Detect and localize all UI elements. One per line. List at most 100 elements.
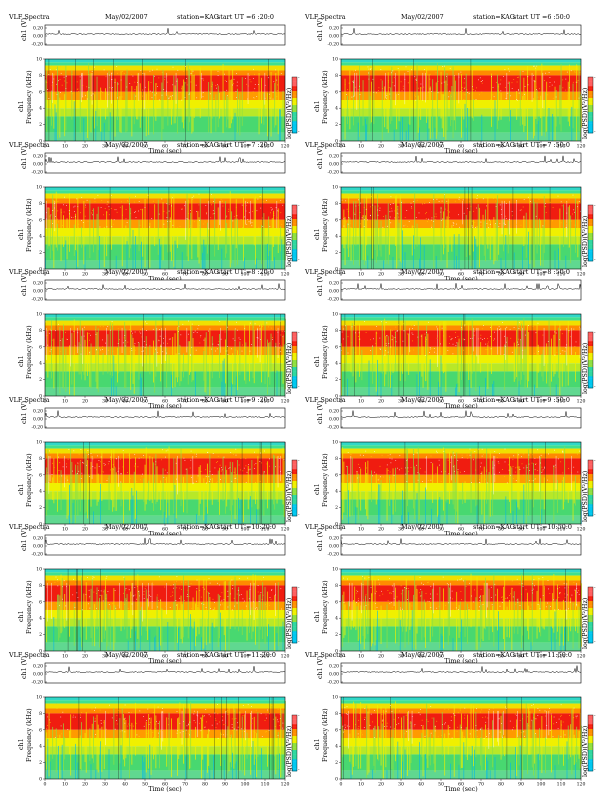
spectrogram-speckle: [135, 722, 137, 724]
spectrogram-speckle: [540, 454, 542, 456]
spectrogram-streak: [180, 354, 182, 382]
colorbar-segment: [588, 346, 593, 349]
colorbar-segment: [588, 334, 593, 337]
spectrogram-streak: [456, 452, 458, 512]
spectrogram-speckle: [565, 609, 567, 611]
spectrogram-streak: [470, 192, 472, 266]
spectrogram-speckle: [155, 727, 156, 729]
spectrogram-band: [341, 457, 581, 475]
spectrogram-streak: [209, 453, 211, 501]
spectrogram-speckle: [224, 73, 225, 75]
spectrogram-speckle: [544, 710, 546, 711]
spectrogram-streak: [97, 473, 99, 502]
spectrogram-xtick-label: 30: [102, 526, 108, 532]
spectrogram-streak: [129, 452, 130, 510]
spectrogram-streak: [234, 466, 236, 519]
spectrogram-streak: [464, 314, 466, 396]
colorbar-segment: [588, 485, 593, 488]
spectrogram-speckle: [46, 586, 48, 588]
spectrogram-speckle: [512, 465, 514, 467]
spectrogram-speckle: [357, 591, 359, 592]
spectrogram-speckle: [55, 69, 57, 71]
spectrogram-streak: [211, 336, 213, 379]
spectrogram-streak: [234, 576, 236, 630]
spectrogram-speckle: [211, 724, 213, 726]
spectrogram-speckle: [392, 196, 394, 198]
spectrogram-speckle: [531, 704, 533, 706]
spectrogram-speckle: [523, 198, 525, 200]
spectrogram-speckle: [374, 450, 375, 452]
spectrogram-streak: [515, 746, 516, 779]
spectrogram-streak: [494, 455, 496, 482]
spectrogram-speckle: [473, 601, 475, 603]
spectrogram-speckle: [492, 87, 494, 88]
spectrogram-streak: [162, 467, 164, 518]
spectrogram-ytick-label: 2: [39, 122, 42, 128]
spectrogram-speckle: [560, 609, 561, 610]
spectrogram-streak: [107, 334, 109, 374]
spectrogram-streak: [71, 461, 73, 522]
spectrogram-speckle: [282, 334, 284, 336]
spectrogram-streak: [47, 207, 49, 249]
spectrogram-speckle: [74, 210, 75, 212]
spectrogram-speckle: [164, 586, 166, 588]
spectrogram-streak: [189, 703, 190, 769]
spectrogram-speckle: [256, 209, 258, 211]
spectrogram-xtick-label: 70: [478, 654, 484, 660]
spectrogram-speckle: [276, 216, 278, 218]
spectrogram-speckle: [471, 220, 473, 221]
spectrogram-xtick-label: 70: [182, 144, 188, 150]
spectrogram-speckle: [357, 733, 359, 734]
spectrogram-streak: [84, 339, 86, 381]
waveform-trace: [340, 538, 582, 546]
spectrogram-streak: [350, 609, 352, 630]
spectrogram-xtick-label: 40: [418, 399, 424, 405]
spectrogram-speckle: [269, 605, 270, 606]
spectrogram-band: [45, 75, 285, 92]
spectrogram-speckle: [576, 604, 577, 606]
spectrogram-streak: [525, 702, 527, 755]
spectrogram-speckle: [499, 329, 500, 330]
spectrogram-ylabel-prefix: ch1: [18, 100, 25, 112]
spectrogram-speckle: [501, 196, 503, 197]
spectrogram-streak: [541, 63, 543, 136]
spectrogram-streak: [125, 719, 127, 758]
spectrogram-speckle: [462, 338, 464, 340]
spectrogram-streak: [398, 222, 400, 258]
spectrogram-speckle: [446, 583, 448, 585]
spectrogram-streak: [537, 576, 539, 628]
spectrogram-speckle: [106, 211, 108, 213]
spectrogram-speckle: [85, 594, 87, 596]
spectrogram-streak: [395, 72, 396, 106]
spectrogram-speckle: [458, 69, 459, 71]
spectrogram-speckle: [78, 470, 80, 472]
spectrogram-xtick-label: 30: [398, 399, 404, 405]
spectrogram-speckle: [107, 326, 109, 327]
spectrogram-speckle: [394, 337, 396, 338]
spectrogram-speckle: [545, 211, 547, 213]
spectrogram-streak: [207, 222, 208, 254]
spectrogram-speckle: [370, 339, 371, 341]
spectrogram-streak: [63, 722, 64, 771]
spectrogram-speckle: [78, 453, 80, 455]
spectrogram-speckle: [143, 454, 144, 456]
spectrogram-speckle: [92, 578, 94, 580]
spectrogram-speckle: [471, 225, 473, 226]
spectrogram-speckle: [172, 95, 173, 97]
spectrogram-speckle: [560, 460, 562, 462]
spectrogram-speckle: [552, 735, 554, 737]
spectrogram-streak: [203, 239, 205, 269]
spectrogram-band: [341, 387, 581, 396]
spectrogram-streak: [223, 358, 225, 396]
spectrogram-speckle: [50, 345, 52, 347]
spectrogram-speckle: [108, 602, 109, 603]
spectrogram-speckle: [242, 344, 243, 346]
spectrogram-speckle: [99, 728, 101, 729]
spectrogram-speckle: [65, 605, 67, 607]
spectrogram-speckle: [236, 473, 238, 475]
spectrogram-xtick-label: 50: [142, 526, 148, 532]
spectrogram-speckle: [72, 716, 74, 717]
spectrogram-speckle: [269, 597, 271, 598]
spectrogram-speckle: [89, 451, 91, 453]
spectrogram-speckle: [108, 208, 110, 210]
